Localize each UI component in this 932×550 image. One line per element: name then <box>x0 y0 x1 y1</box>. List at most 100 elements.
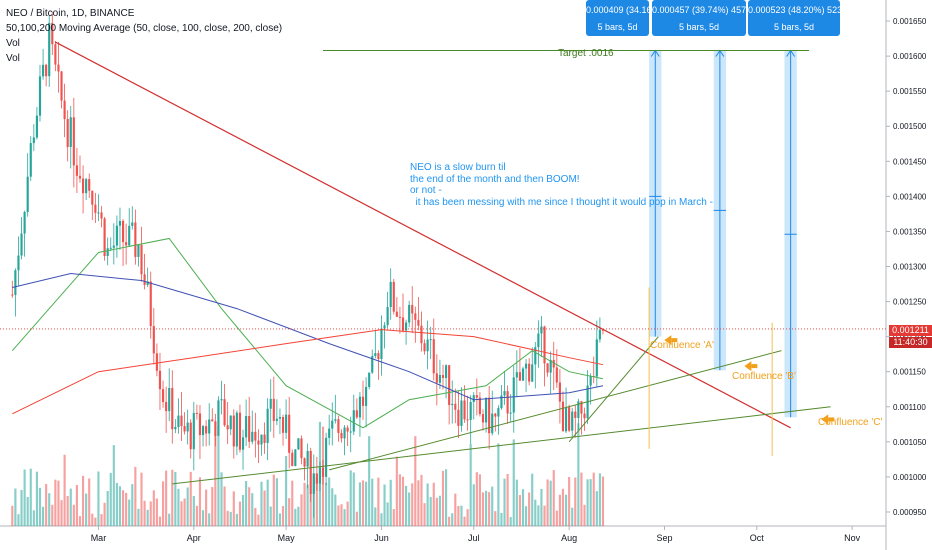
candle-body <box>48 22 51 77</box>
candle-body <box>195 412 198 414</box>
volume-bar <box>232 491 235 526</box>
candle-body <box>14 270 17 295</box>
volume-bar <box>328 477 331 526</box>
candle-body <box>26 176 29 213</box>
candle-body <box>521 368 525 381</box>
candle-body <box>484 397 488 423</box>
volume-bar <box>528 492 531 526</box>
x-tick-label-4: Jul <box>468 533 480 543</box>
candle-body <box>149 281 152 327</box>
volume-bar <box>152 490 155 526</box>
volume-bar <box>174 471 177 526</box>
candle-body <box>54 44 57 65</box>
candle-body <box>272 398 275 421</box>
volume-bar <box>48 493 51 526</box>
candle-body <box>540 326 543 334</box>
candle-body <box>32 137 35 144</box>
volume-bar <box>140 472 143 526</box>
candle-body <box>549 359 552 373</box>
candle-body <box>346 427 349 432</box>
volume-bar <box>208 513 211 526</box>
candle-body <box>444 365 448 379</box>
volume-bar <box>558 494 561 526</box>
volume-bar <box>241 494 245 526</box>
candle-body <box>531 364 534 382</box>
volume-bar <box>211 487 214 526</box>
volume-bar <box>518 495 521 526</box>
candle-body <box>115 225 118 246</box>
candle-body <box>423 343 426 352</box>
candle-body <box>208 419 211 434</box>
volume-bar <box>408 492 411 526</box>
candle-body <box>534 347 537 365</box>
volume-bar <box>78 516 82 526</box>
volume-bar <box>355 511 358 526</box>
volume-bar <box>115 482 118 526</box>
candle-body <box>377 353 380 360</box>
candle-body <box>552 359 555 368</box>
candle-body <box>288 414 291 453</box>
volume-bar <box>54 479 57 526</box>
candle-body <box>232 415 235 447</box>
y-tick-label-0: 0.001650 <box>893 17 927 26</box>
volume-bar <box>481 492 485 526</box>
ma100-line <box>12 273 604 401</box>
candle-body <box>466 419 469 421</box>
volume-bar <box>405 485 408 526</box>
candle-body <box>426 339 429 352</box>
volume-bar <box>168 513 171 526</box>
candle-body <box>125 242 128 246</box>
candle-body <box>340 432 343 439</box>
candle-body <box>11 294 14 296</box>
candle-body <box>134 222 137 257</box>
volume-bar <box>297 506 300 526</box>
confluence-arrow-0 <box>664 335 672 346</box>
candle-body <box>281 417 285 433</box>
measure-box-3[interactable]: 0.000523 (48.20%) 523 5 bars, 5d <box>748 0 840 36</box>
volume-bar <box>361 480 365 526</box>
candle-body <box>398 316 402 318</box>
candle-body <box>306 450 309 467</box>
candle-body <box>137 244 140 257</box>
candle-body <box>518 372 521 381</box>
candle-body <box>365 386 368 406</box>
volume-bar <box>358 482 362 526</box>
candle-body <box>109 247 112 249</box>
measure-box-2[interactable]: 0.000457 (39.74%) 457 5 bars, 5d <box>652 0 746 36</box>
volume-bar <box>577 423 580 526</box>
volume-bar <box>257 514 260 526</box>
volume-bar <box>472 484 475 526</box>
candle-body <box>312 473 315 494</box>
volume-bar <box>106 491 109 526</box>
volume-bar <box>35 471 38 526</box>
candle-body <box>121 220 125 243</box>
volume-bar <box>238 501 242 526</box>
volume-bar <box>506 473 509 526</box>
volume-bar <box>137 508 140 526</box>
volume-bar <box>134 466 137 526</box>
volume-bar <box>81 475 85 526</box>
candle-body <box>161 389 165 403</box>
ma50-line <box>11 237 604 429</box>
volume-bar <box>214 434 217 526</box>
volume-bar <box>51 504 54 526</box>
volume-bar <box>368 436 371 526</box>
volume-bar <box>383 484 386 526</box>
candle-body <box>383 325 386 329</box>
volume-bar <box>337 505 340 526</box>
volume-bar <box>198 477 202 526</box>
candle-body <box>371 356 374 373</box>
candle-body <box>106 248 109 257</box>
target-label: Target .0016 <box>558 48 614 59</box>
measure-box-1[interactable]: 0.000409 (34.16%) 409 5 bars, 5d <box>586 0 649 36</box>
x-tick-label-8: Nov <box>844 533 861 543</box>
volume-bar <box>352 472 355 526</box>
volume-bar <box>20 489 23 526</box>
candle-body <box>580 401 583 414</box>
candle-body <box>263 434 266 443</box>
candle-body <box>220 399 223 401</box>
volume-bar <box>285 455 288 526</box>
candle-body <box>441 374 445 379</box>
confluence-arrow-2 <box>821 414 829 425</box>
